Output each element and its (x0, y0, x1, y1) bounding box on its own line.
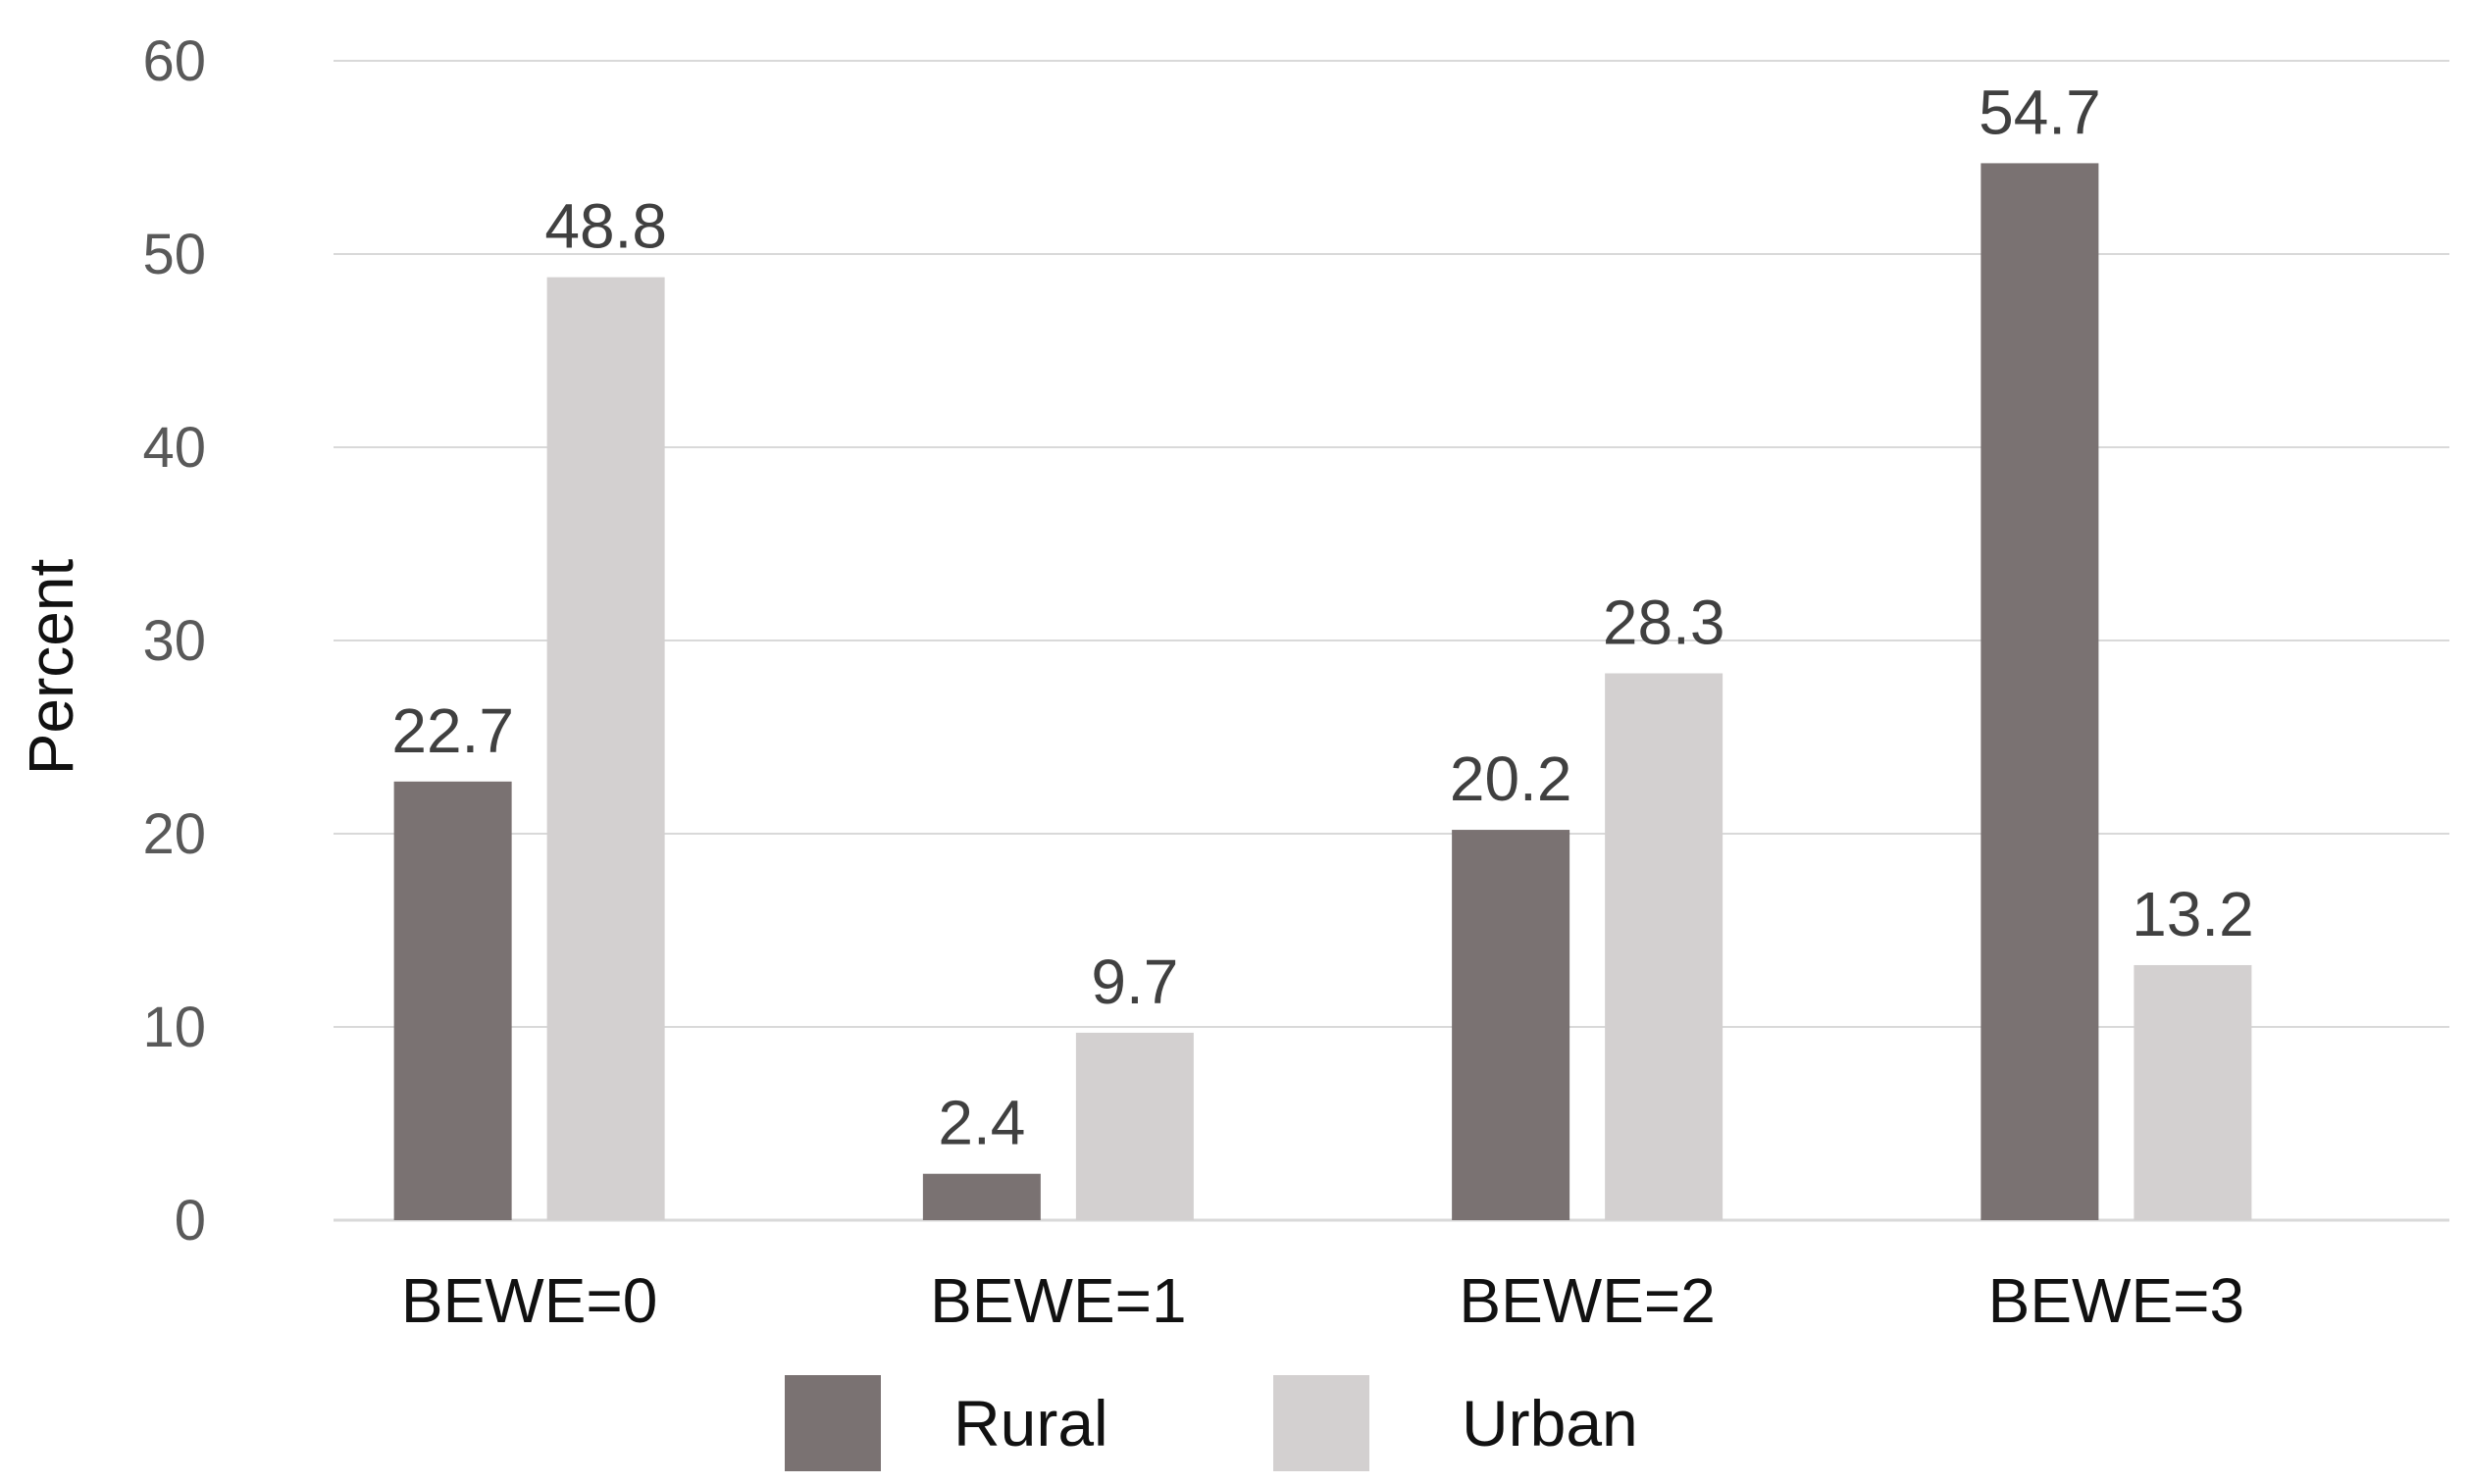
x-category-label: BEWE=0 (401, 1265, 657, 1336)
legend-label-rural: Rural (953, 1387, 1108, 1459)
y-axis-title: Percent (16, 559, 86, 776)
data-label-urban: 9.7 (1091, 947, 1178, 1017)
bar-urban-3 (2134, 964, 2252, 1220)
bar-rural-0 (393, 781, 512, 1220)
data-label-rural: 20.2 (1450, 743, 1572, 814)
bar-rural-2 (1452, 830, 1570, 1220)
bar-urban-1 (1075, 1032, 1194, 1220)
data-label-urban: 13.2 (2132, 879, 2254, 949)
data-label-urban: 28.3 (1603, 587, 1725, 657)
data-label-urban: 48.8 (544, 191, 667, 262)
y-tick-label: 30 (142, 609, 206, 673)
bar-urban-2 (1605, 673, 1723, 1220)
bars (393, 163, 2252, 1220)
y-tick-label: 10 (142, 996, 206, 1059)
data-label-rural: 54.7 (1979, 77, 2101, 147)
data-label-rural: 2.4 (938, 1088, 1025, 1158)
bar-rural-3 (1980, 163, 2099, 1220)
legend-swatch-rural (785, 1375, 881, 1471)
data-label-rural: 22.7 (391, 695, 514, 766)
legend-label-urban: Urban (1462, 1387, 1638, 1459)
bar-urban-0 (546, 277, 665, 1220)
y-tick-label: 60 (142, 29, 206, 93)
x-category-label: BEWE=3 (1988, 1265, 2244, 1336)
y-tick-label: 20 (142, 802, 206, 866)
y-tick-label: 0 (175, 1189, 206, 1253)
legend-swatch-urban (1273, 1375, 1369, 1471)
y-axis-ticks: 0 10 20 30 40 50 60 (142, 29, 206, 1253)
y-tick-label: 40 (142, 416, 206, 480)
legend: Rural Urban (785, 1375, 1638, 1471)
x-category-label: BEWE=1 (930, 1265, 1186, 1336)
x-axis-categories: BEWE=0 BEWE=1 BEWE=2 BEWE=3 (401, 1265, 2244, 1336)
data-labels: 22.7 48.8 2.4 9.7 20.2 28.3 54.7 13.2 (391, 77, 2253, 1157)
x-category-label: BEWE=2 (1459, 1265, 1715, 1336)
y-tick-label: 50 (142, 223, 206, 286)
bar-rural-1 (922, 1173, 1041, 1220)
